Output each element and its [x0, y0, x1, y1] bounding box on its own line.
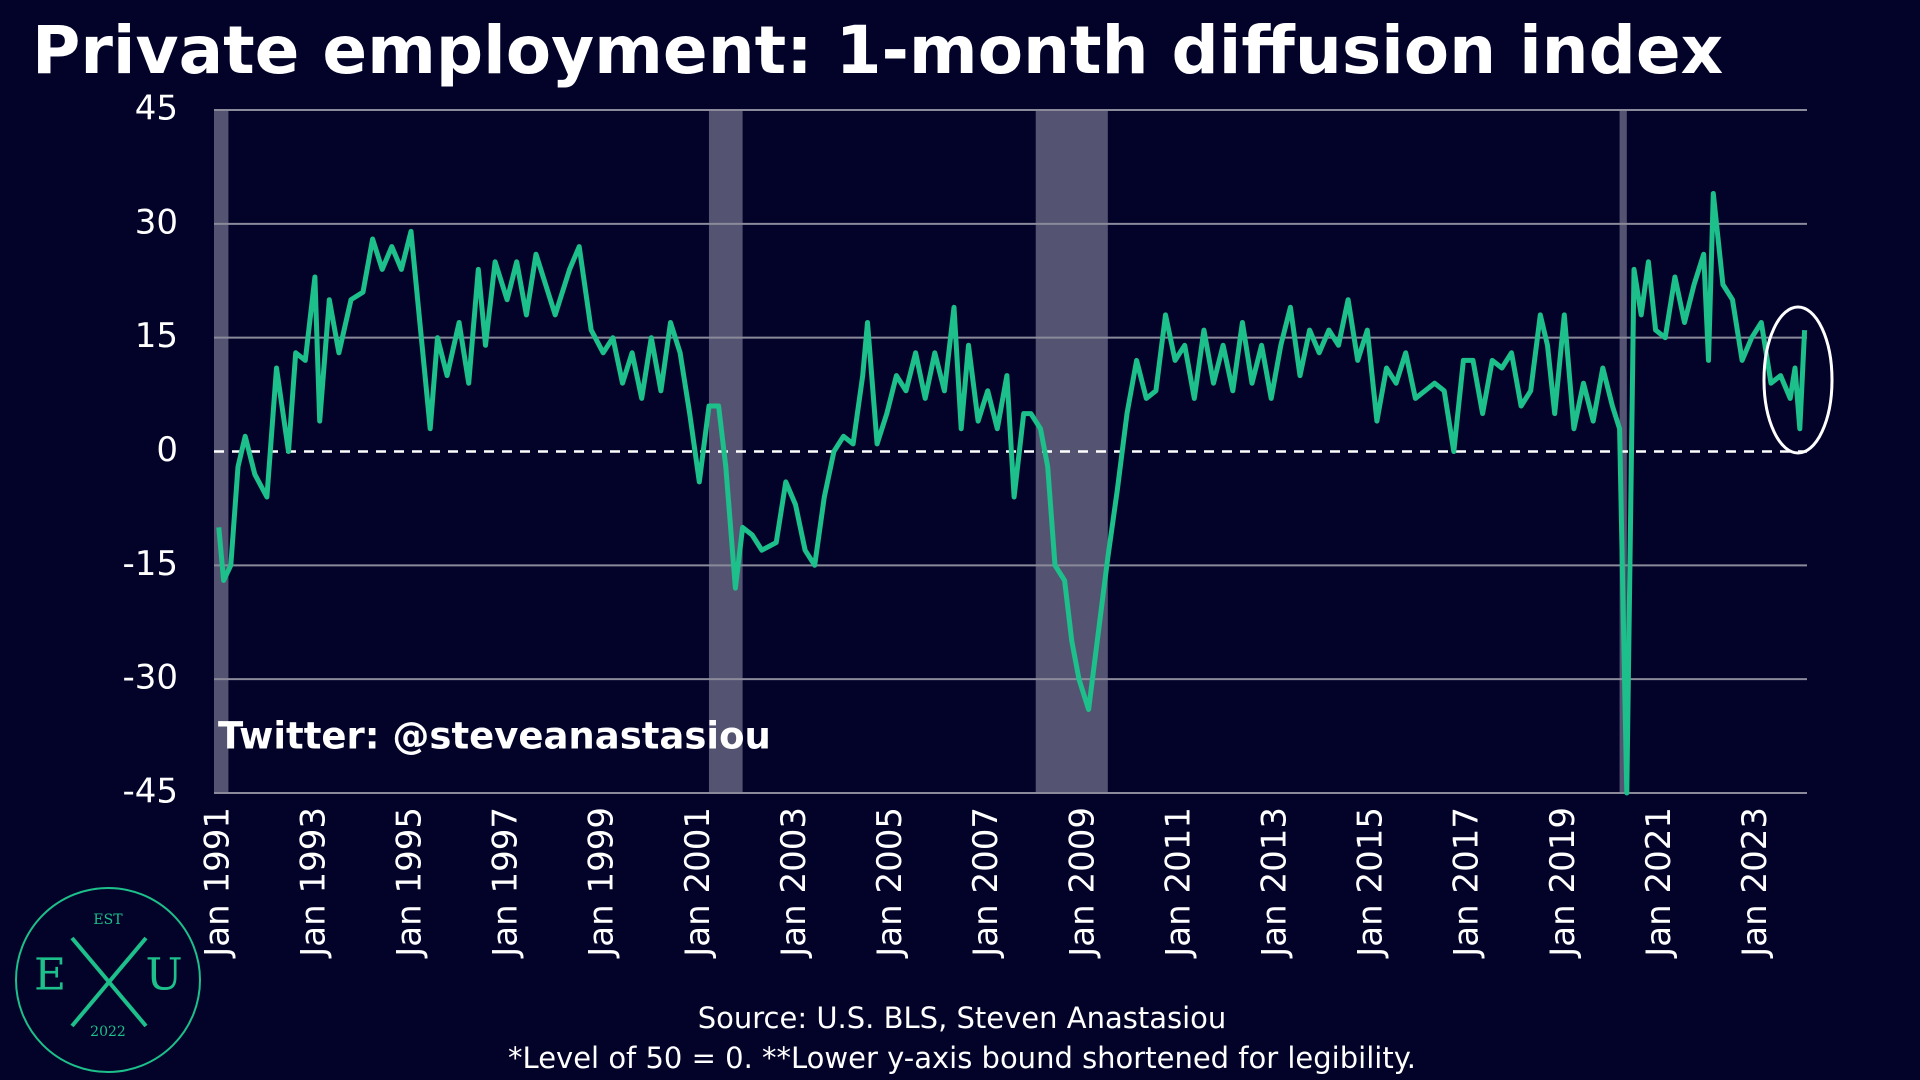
y-tick-label: 30 [135, 202, 178, 242]
x-tick-label: Jan 2005 [870, 807, 910, 959]
x-tick-label: Jan 2011 [1158, 807, 1198, 959]
logo-right: U [145, 950, 182, 1001]
x-tick-label: Jan 2003 [774, 807, 814, 959]
y-tick-label: -30 [122, 658, 178, 698]
x-tick-label: Jan 2019 [1543, 807, 1583, 959]
y-tick-label: -45 [122, 772, 178, 812]
x-tick-label: Jan 1991 [197, 807, 237, 959]
x-tick-label: Jan 1999 [582, 807, 622, 959]
logo-bottom: 2022 [90, 1024, 126, 1040]
logo-ring [15, 887, 201, 1073]
x-tick-label: Jan 2007 [966, 807, 1006, 959]
chart-title: Private employment: 1-month diffusion in… [32, 12, 1723, 89]
y-tick-label: 15 [135, 316, 178, 356]
x-tick-label: Jan 2017 [1447, 807, 1487, 959]
logo-top: EST [93, 912, 123, 928]
x-tick-label: Jan 2001 [678, 807, 718, 959]
y-tick-label: 0 [156, 430, 178, 470]
x-tick-label: Jan 2021 [1639, 807, 1679, 959]
y-tick-label: 45 [135, 89, 178, 129]
x-tick-label: Jan 1995 [390, 807, 430, 959]
logo-stroke [70, 936, 148, 1028]
logo-left: E [34, 950, 66, 1001]
data-line [216, 191, 1808, 796]
x-tick-label: Jan 1993 [293, 807, 333, 959]
logo: EST E U 2022 [15, 887, 201, 1073]
plot-layer [216, 191, 1808, 796]
source: Source: U.S. BLS, Steven Anastasiou [698, 1001, 1227, 1035]
highlight-ellipse [1762, 305, 1834, 455]
x-tick-label: Jan 2023 [1735, 807, 1775, 959]
x-tick-label: Jan 2009 [1062, 807, 1102, 959]
y-tick-label: -15 [122, 544, 178, 584]
footnote: *Level of 50 = 0. **Lower y-axis bound s… [508, 1041, 1416, 1075]
annotation: Twitter: @steveanastasiou [218, 715, 771, 758]
x-tick-label: Jan 1997 [486, 807, 526, 959]
x-tick-label: Jan 2015 [1351, 807, 1391, 959]
x-tick-label: Jan 2013 [1255, 807, 1295, 959]
